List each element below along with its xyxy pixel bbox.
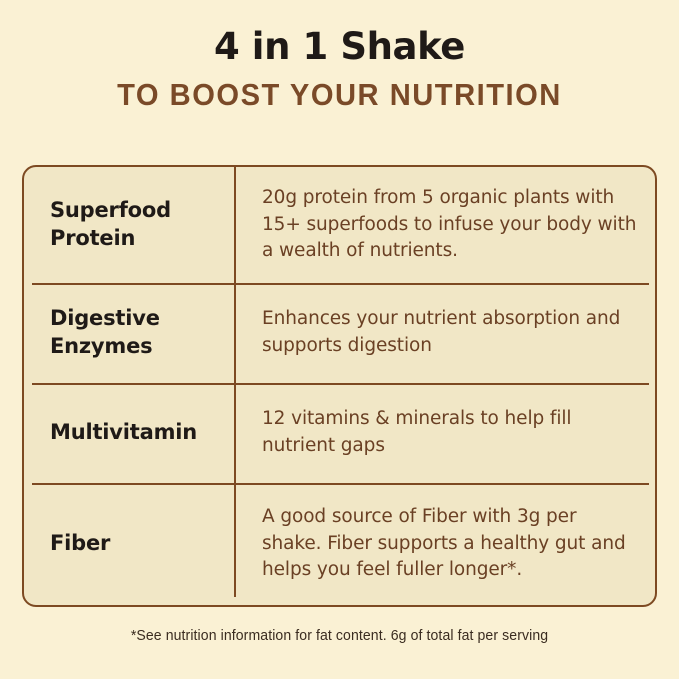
row-separator [32, 383, 649, 385]
row-description: Enhances your nutrient absorption and su… [262, 308, 621, 356]
header: 4 in 1 Shake TO BOOST YOUR NUTRITION [0, 25, 679, 112]
row-separator [32, 283, 649, 285]
table-row: Fiber A good source of Fiber with 3g per… [24, 483, 655, 605]
row-description: 20g protein from 5 organic plants with 1… [262, 186, 637, 262]
table-row: Digestive Enzymes Enhances your nutrient… [24, 283, 655, 383]
page-subtitle: TO BOOST YOUR NUTRITION [117, 76, 562, 112]
row-label: Multivitamin [50, 420, 198, 445]
table-row: Superfood Protein 20g protein from 5 org… [24, 167, 655, 283]
page-title: 4 in 1 Shake [213, 25, 466, 68]
table-row: Multivitamin 12 vitamins & minerals to h… [24, 383, 655, 483]
row-label: Fiber [50, 531, 111, 556]
row-description: 12 vitamins & minerals to help fill nutr… [262, 408, 572, 456]
row-description: A good source of Fiber with 3g per shake… [262, 505, 626, 581]
row-label: Digestive Enzymes [50, 306, 160, 358]
row-separator [32, 483, 649, 485]
benefits-table: Superfood Protein 20g protein from 5 org… [22, 165, 657, 607]
row-label: Superfood Protein [50, 198, 171, 250]
footnote: *See nutrition information for fat conte… [130, 628, 549, 644]
column-divider [234, 167, 236, 597]
